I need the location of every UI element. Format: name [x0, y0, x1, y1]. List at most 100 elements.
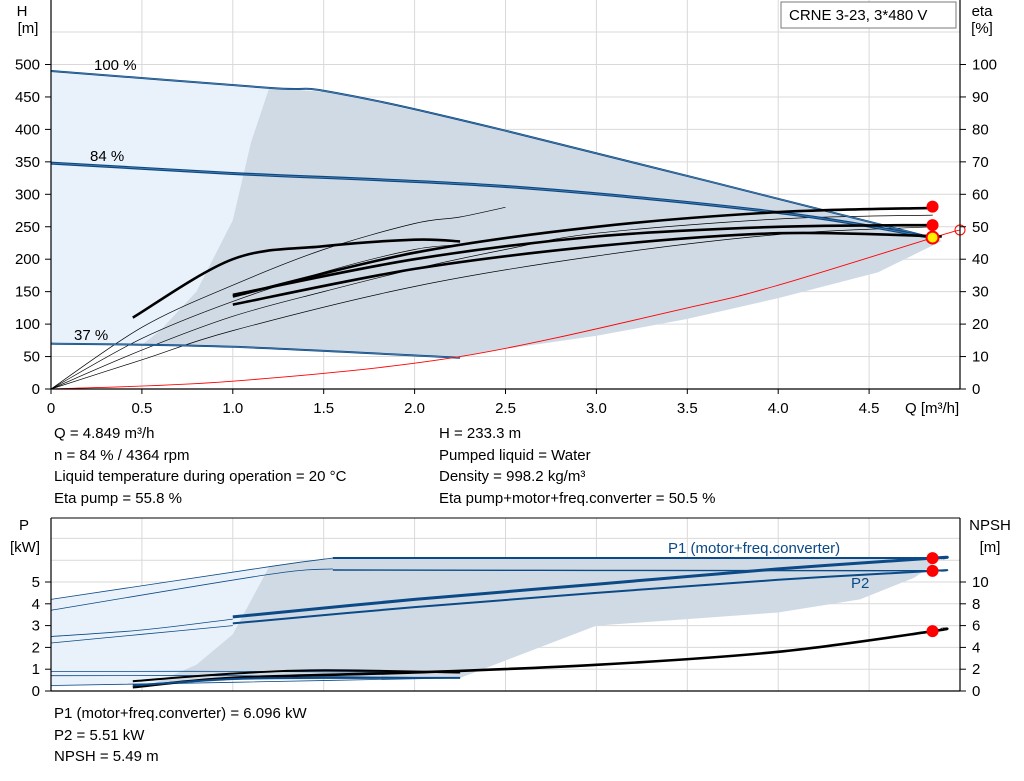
info-top-left: Q = 4.849 m³/h n = 84 % / 4364 rpm Liqui… — [54, 423, 346, 509]
q-tick-label: 3.0 — [586, 400, 607, 417]
q-tick-label: 2.5 — [495, 400, 516, 417]
duty-point-marker — [926, 200, 939, 213]
info-p2: P2 = 5.51 kW — [54, 726, 145, 744]
q-tick-label: 0 — [47, 400, 55, 417]
eta-tick-label: 10 — [972, 349, 989, 366]
power-axis-unit: [kW] — [10, 539, 40, 556]
top-ticks: 0501001502002503003504004505000102030405… — [15, 57, 997, 418]
duty-point-head-marker — [925, 230, 940, 245]
npsh-tick-label: 10 — [972, 574, 989, 591]
info-npsh: NPSH = 5.49 m — [54, 748, 159, 765]
head-curve-84 — [50, 161, 933, 240]
h-tick-label: 350 — [15, 154, 40, 171]
npsh-curve — [132, 627, 949, 689]
right-axis-unit: [%] — [971, 20, 993, 37]
bottom-reference-curve — [50, 625, 233, 644]
npsh-axis-name: NPSH — [969, 517, 1011, 534]
q-tick-label: 1.0 — [222, 400, 243, 417]
q-tick-label: 4.5 — [859, 400, 880, 417]
bottom-reference-curve — [50, 557, 333, 600]
head-curve-highlight — [50, 162, 933, 239]
p2-curve — [232, 569, 949, 625]
bottom-operating-area — [151, 558, 942, 685]
eta-tick-label: 100 — [972, 57, 997, 74]
bottom-duty-point-marker — [926, 552, 939, 565]
eta-tick-label: 30 — [972, 284, 989, 301]
npsh-low-speed-curve — [132, 669, 461, 683]
p1-curve — [232, 555, 949, 619]
power-axis-name: P — [19, 517, 29, 534]
q-tick-label: 2.0 — [404, 400, 425, 417]
right-axis-name: eta — [972, 3, 994, 20]
p-tick-label: 3 — [32, 618, 40, 635]
x-axis-title: Q [m³/h] — [905, 400, 959, 417]
h-tick-label: 100 — [15, 316, 40, 333]
head-curve-100 — [50, 70, 933, 239]
npsh-tick-label: 4 — [972, 639, 980, 656]
top-reference-curve — [50, 244, 461, 390]
efficiency-curve — [232, 206, 933, 298]
npsh-tick-label: 8 — [972, 596, 980, 613]
eta-tick-label: 0 — [972, 381, 980, 398]
info-speed: n = 84 % / 4364 rpm — [54, 446, 190, 464]
bottom-reference-curve — [50, 677, 461, 686]
top-curves — [50, 70, 961, 390]
left-axis-unit: [m] — [18, 20, 39, 37]
p-tick-label: 5 — [32, 574, 40, 591]
bottom-chart: 0 1 2 3 4 5 0 2 4 6 8 10 P [kW] NPSH [m] P1 (motor+… — [10, 517, 1011, 700]
info-top-right: H = 233.3 m Pumped liquid = Water Densit… — [439, 423, 715, 509]
info-flow: Q = 4.849 m³/h — [54, 425, 155, 442]
eta-tick-label: 20 — [972, 316, 989, 333]
efficiency-curve — [132, 238, 461, 319]
head-curve-37 — [50, 342, 461, 359]
bottom-reference-curve — [50, 618, 233, 637]
chart-title: CRNE 3-23, 3*480 V — [789, 7, 927, 24]
h-tick-label: 250 — [15, 219, 40, 236]
info-eta-total: Eta pump+motor+freq.converter = 50.5 % — [439, 489, 716, 507]
info-bottom: P1 (motor+freq.converter) = 6.096 kW P2 … — [54, 703, 307, 768]
bottom-axes — [50, 517, 961, 692]
p-tick-label: 2 — [32, 639, 40, 656]
chart-title-box — [780, 1, 957, 29]
h-tick-label: 150 — [15, 284, 40, 301]
power-low-speed-curve — [132, 676, 461, 687]
speed-label-84: 84 % — [90, 148, 124, 165]
npsh-tick-label: 2 — [972, 661, 980, 678]
efficiency-curve — [232, 231, 942, 306]
q-tick-label: 4.0 — [768, 400, 789, 417]
h-tick-label: 200 — [15, 251, 40, 268]
p-tick-label: 4 — [32, 596, 40, 613]
h-tick-label: 50 — [23, 349, 40, 366]
top-operating-area — [141, 87, 942, 357]
system-curve — [50, 229, 961, 390]
h-tick-label: 0 — [32, 381, 40, 398]
eta-tick-label: 80 — [972, 121, 989, 138]
q-tick-label: 3.5 — [677, 400, 698, 417]
h-tick-label: 500 — [15, 57, 40, 74]
eta-tick-label: 60 — [972, 186, 989, 203]
duty-point-marker — [926, 219, 939, 232]
bottom-duty-point-marker — [926, 564, 939, 577]
p1-curve-label: P1 (motor+freq.converter) — [668, 540, 840, 557]
left-axis-name: H — [17, 3, 28, 20]
npsh-tick-label: 0 — [972, 683, 980, 700]
eta-tick-label: 40 — [972, 251, 989, 268]
npsh-axis-unit: [m] — [980, 539, 1001, 556]
top-chart: 0501001502002503003504004505000102030405… — [15, 0, 997, 417]
head-curve-highlight — [50, 70, 933, 239]
q-tick-label: 0.5 — [131, 400, 152, 417]
npsh-tick-label: 6 — [972, 618, 980, 635]
bottom-points — [926, 552, 939, 638]
bottom-reference-curve — [50, 568, 333, 611]
head-curve-highlight — [50, 343, 461, 359]
info-head: H = 233.3 m — [439, 425, 522, 442]
speed-label-100: 100 % — [94, 57, 137, 74]
p2-curve-label: P2 — [851, 575, 869, 592]
eta-tick-label: 70 — [972, 154, 989, 171]
info-p1: P1 (motor+freq.converter) = 6.096 kW — [54, 705, 307, 722]
speed-label-37: 37 % — [74, 327, 108, 344]
h-tick-label: 450 — [15, 89, 40, 106]
info-eta-pump: Eta pump = 55.8 % — [54, 489, 182, 507]
eta-tick-label: 90 — [972, 89, 989, 106]
p2-max-curve — [332, 569, 942, 572]
